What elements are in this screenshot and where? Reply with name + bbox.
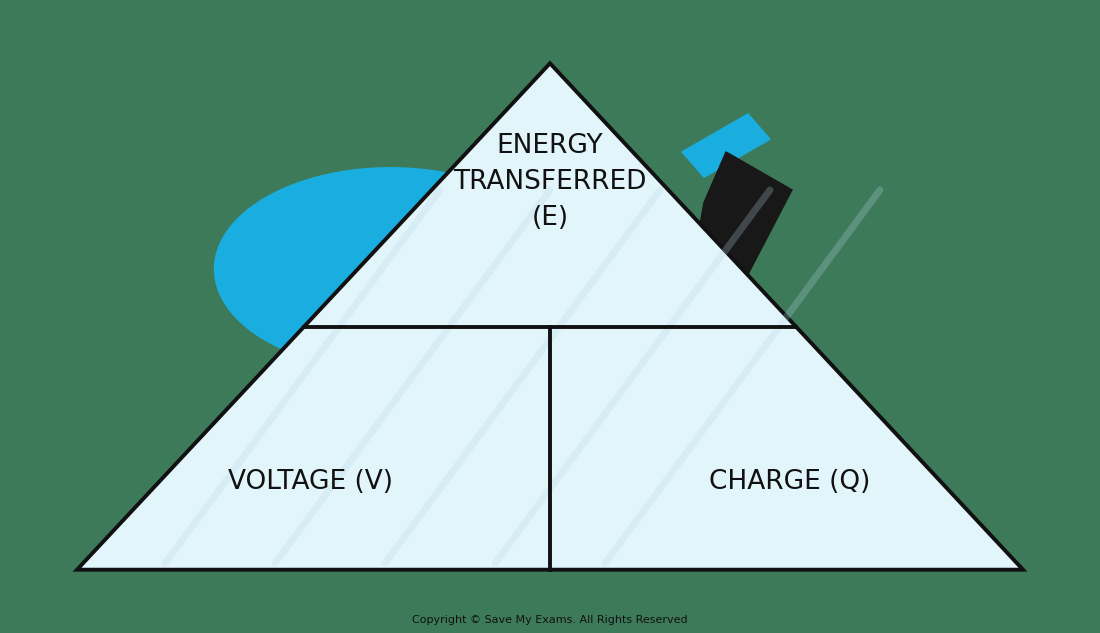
Text: CHARGE (Q): CHARGE (Q) (710, 469, 870, 496)
Polygon shape (660, 152, 792, 443)
Text: ENERGY
TRANSFERRED
(E): ENERGY TRANSFERRED (E) (453, 134, 647, 231)
Text: Copyright © Save My Exams. All Rights Reserved: Copyright © Save My Exams. All Rights Re… (412, 615, 688, 625)
Text: VOLTAGE (V): VOLTAGE (V) (228, 469, 393, 496)
Polygon shape (682, 114, 770, 177)
Polygon shape (710, 367, 803, 449)
Polygon shape (214, 168, 566, 370)
Polygon shape (77, 63, 1023, 570)
